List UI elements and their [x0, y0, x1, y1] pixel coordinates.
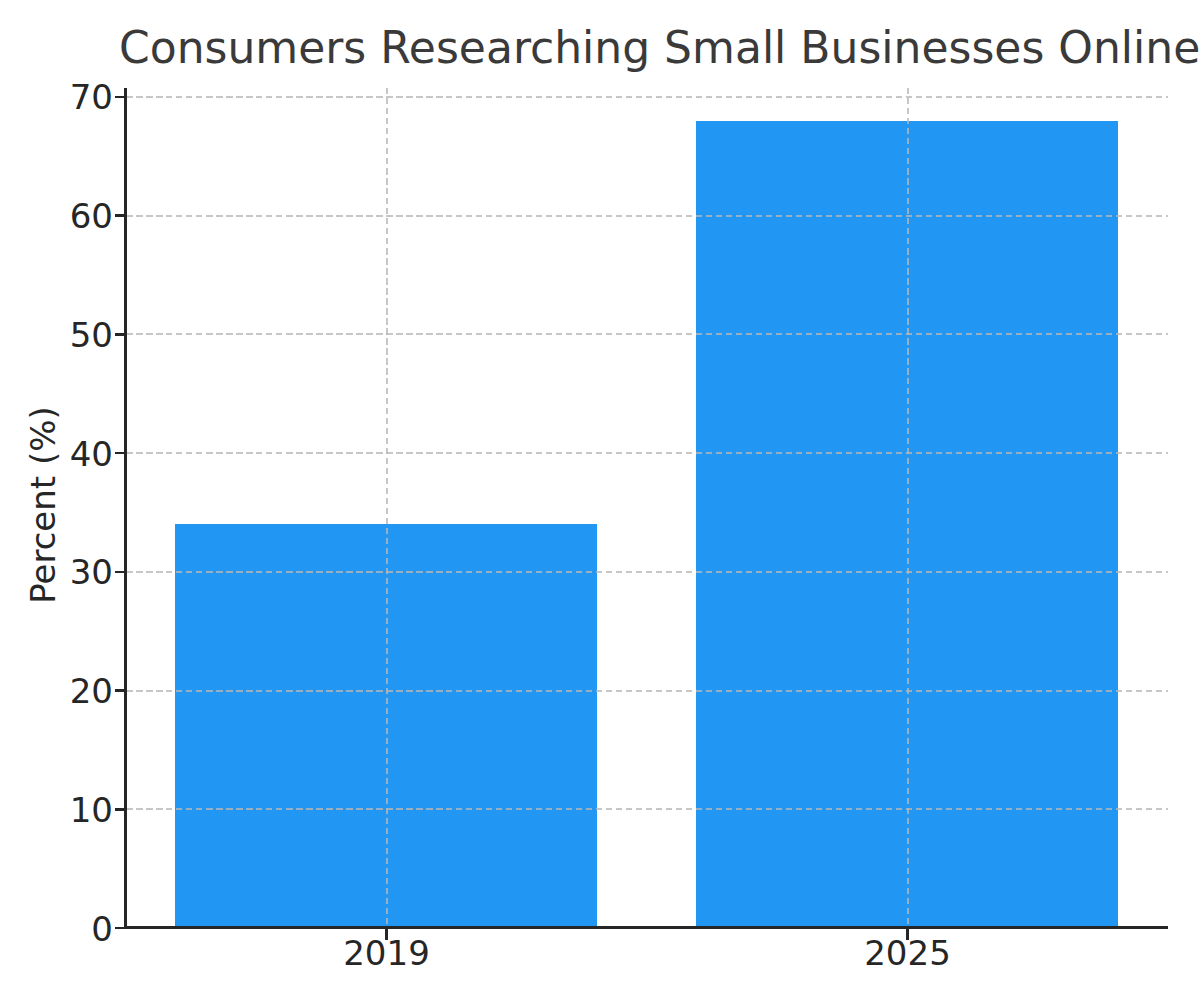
plot-area	[126, 88, 1168, 928]
y-tick-label: 0	[33, 907, 113, 951]
horizontal-gridline	[126, 690, 1168, 692]
y-axis-label: Percent (%)	[18, 355, 68, 655]
x-tick	[906, 929, 909, 940]
y-tick	[115, 96, 126, 99]
y-tick-label: 70	[33, 75, 113, 119]
bar-chart-figure: Consumers Researching Small Businesses O…	[0, 0, 1200, 1000]
y-tick-label: 20	[33, 669, 113, 713]
horizontal-gridline	[126, 452, 1168, 454]
horizontal-gridline	[126, 215, 1168, 217]
y-tick-label: 30	[33, 550, 113, 594]
y-tick	[115, 689, 126, 692]
chart-title: Consumers Researching Small Businesses O…	[119, 22, 1161, 74]
y-tick-label: 50	[33, 313, 113, 357]
y-tick	[115, 927, 126, 930]
y-tick	[115, 571, 126, 574]
x-tick	[385, 929, 388, 940]
horizontal-gridline	[126, 333, 1168, 335]
y-tick-label: 60	[33, 194, 113, 238]
y-tick	[115, 214, 126, 217]
y-tick-label: 10	[33, 788, 113, 832]
x-axis-spine	[124, 926, 1168, 929]
y-tick	[115, 808, 126, 811]
y-tick	[115, 333, 126, 336]
horizontal-gridline	[126, 96, 1168, 98]
horizontal-gridline	[126, 808, 1168, 810]
horizontal-gridline	[126, 571, 1168, 573]
y-tick-label: 40	[33, 432, 113, 476]
y-tick	[115, 452, 126, 455]
